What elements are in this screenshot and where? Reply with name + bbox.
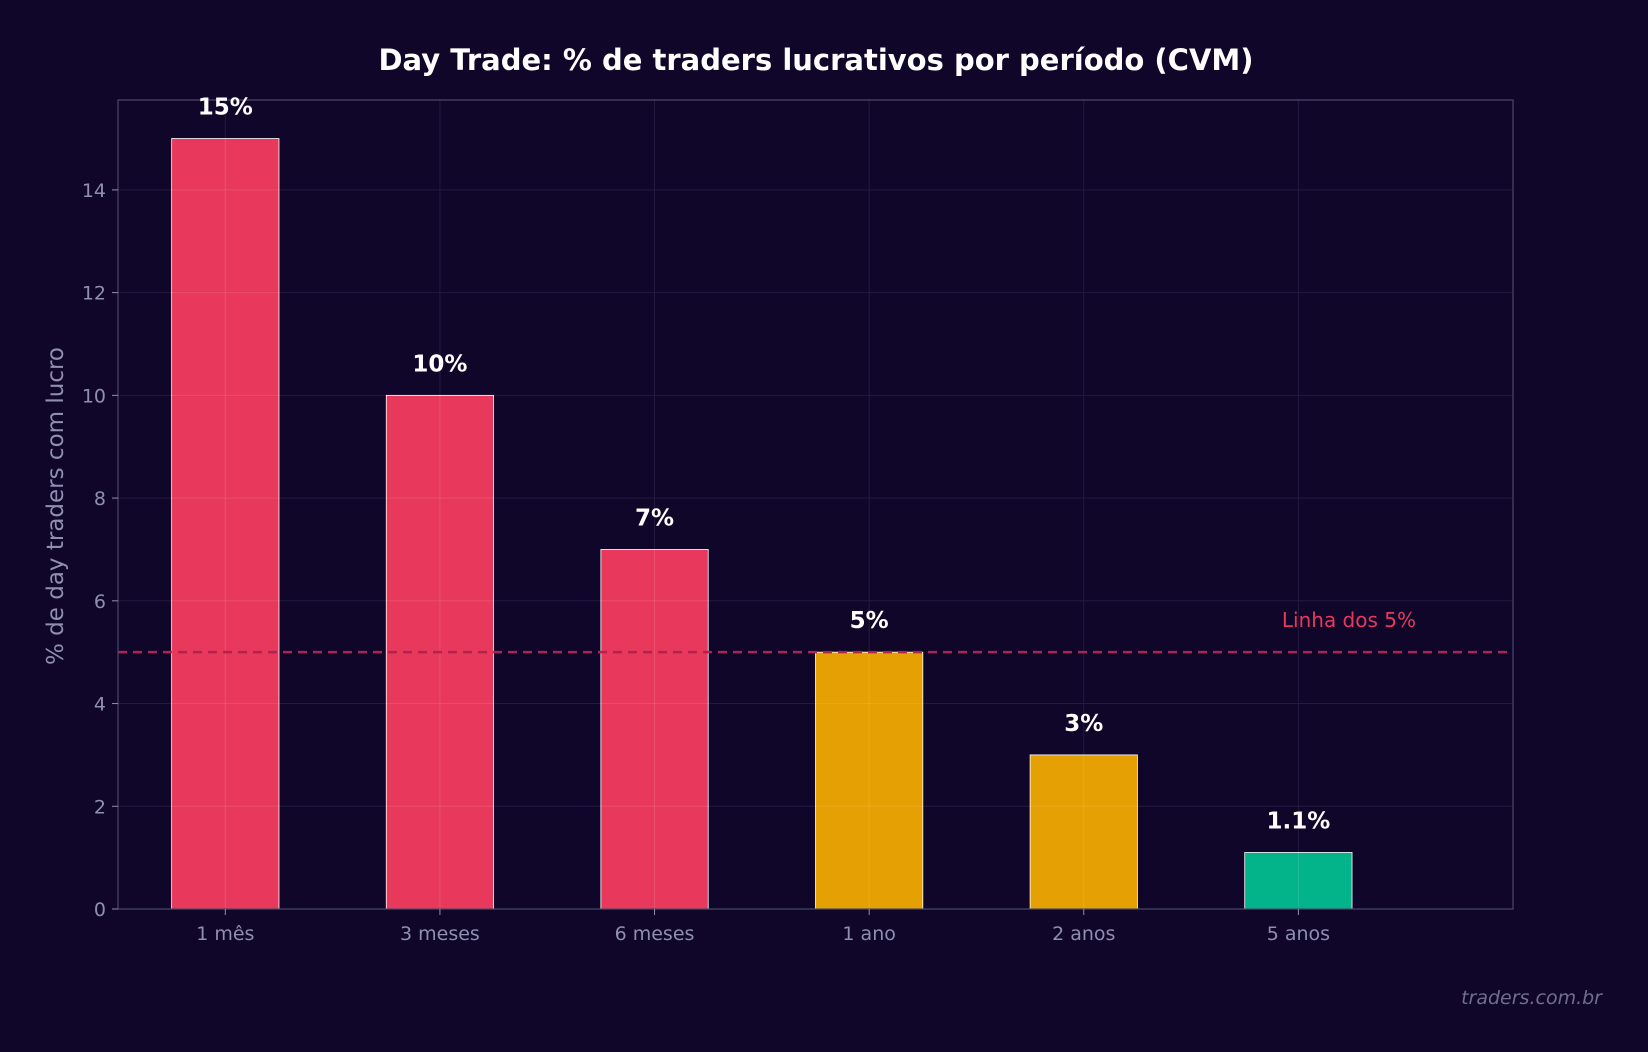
bar-value-label: 1.1% [1266,808,1330,834]
bar-value-label: 15% [198,95,253,121]
y-tick-label: 4 [94,694,106,716]
value-labels: 15% 10% 7% 5% 3% 1.1% [198,95,1331,835]
bar [171,138,280,910]
watermark: traders.com.br [1461,987,1603,1009]
bar [600,549,709,910]
reference-line-group: Linha dos 5% [118,608,1513,654]
x-tick-label: 2 anos [1052,923,1115,945]
y-axis-label: % de day traders com lucro [43,347,69,665]
bar-value-label: 7% [635,505,674,531]
y-tick-label: 10 [82,385,106,407]
x-tick-label: 6 meses [615,923,695,945]
x-tick-label: 1 ano [842,923,895,945]
bar [1029,754,1138,910]
y-tick-label: 8 [94,488,106,510]
x-tick-label: 5 anos [1267,923,1330,945]
chart-title: Day Trade: % de traders lucrativos por p… [378,43,1253,77]
x-tick-label: 3 meses [400,923,480,945]
bar-value-label: 3% [1064,711,1103,737]
x-tick-label: 1 mês [196,923,254,945]
bar-value-label: 10% [412,351,467,377]
y-tick-label: 2 [94,796,106,818]
plot-frame [117,99,1514,910]
reference-line-label: Linha dos 5% [1282,608,1416,632]
y-tick-label: 12 [82,283,106,305]
bar [1244,852,1353,910]
y-axis-ticks: 0 2 4 6 8 10 12 14 [82,180,118,921]
y-tick-label: 14 [82,180,106,202]
bar-value-label: 5% [850,608,889,634]
y-tick-label: 6 [94,591,106,613]
x-axis-ticks: 1 mês 3 meses 6 meses 1 ano 2 anos 5 anos [196,909,1330,945]
y-tick-label: 0 [94,899,106,921]
bar [815,651,924,910]
